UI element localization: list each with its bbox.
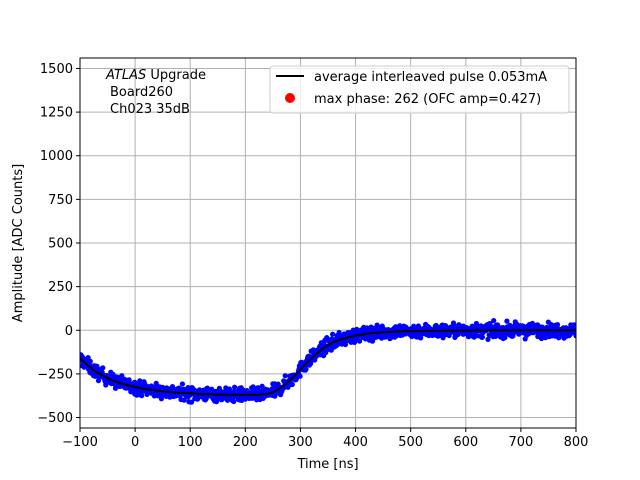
atlas-annotation: ATLAS Upgrade Board260 Ch023 35dB: [105, 68, 206, 117]
sample-point: [126, 377, 132, 383]
sample-point: [303, 366, 309, 372]
annotation-atlas: ATLAS: [105, 68, 146, 83]
sample-point: [357, 338, 363, 344]
sample-point: [504, 318, 510, 324]
sample-point: [188, 399, 195, 405]
sample-point: [282, 373, 288, 379]
sample-point: [479, 334, 485, 340]
x-tick-label: 500: [398, 435, 423, 450]
x-tick-label: −100: [62, 435, 98, 450]
sample-point: [232, 384, 238, 390]
y-axis: −500 −250 0 250 500 750 1000 1250 1500: [37, 62, 80, 426]
legend-marker-swatch: [285, 93, 295, 103]
x-tick-label: 800: [564, 435, 589, 450]
sample-point: [418, 335, 424, 341]
x-tick-label: 700: [508, 435, 533, 450]
y-tick-label: −250: [37, 367, 73, 382]
annotation-upgrade: Upgrade: [146, 68, 206, 83]
sample-point: [573, 333, 576, 339]
legend: average interleaved pulse 0.053mA max ph…: [269, 65, 570, 114]
x-axis-label: Time [ns]: [296, 457, 358, 472]
x-axis: −100 0 100 200 300 400 500 600 700 800: [62, 428, 588, 450]
svg-text:ATLAS Upgrade: ATLAS Upgrade: [105, 68, 206, 83]
y-tick-label: 1250: [40, 106, 73, 121]
y-tick-label: 0: [65, 324, 73, 339]
sample-point: [336, 329, 342, 336]
x-tick-label: 200: [233, 435, 258, 450]
annotation-board: Board260: [110, 85, 173, 100]
y-axis-label: Amplitude [ADC Counts]: [11, 164, 26, 322]
sample-point: [85, 355, 91, 361]
sample-point: [87, 358, 93, 364]
sample-point: [485, 336, 491, 342]
sample-point: [297, 373, 303, 379]
y-tick-label: 1000: [40, 149, 73, 164]
average-pulse-line: [80, 329, 576, 396]
sample-point: [415, 323, 421, 329]
y-tick-label: 250: [48, 280, 73, 295]
sample-point: [554, 322, 561, 328]
sample-point: [572, 324, 576, 330]
x-tick-label: 100: [178, 435, 203, 450]
y-tick-label: 500: [48, 237, 73, 252]
sample-point: [289, 381, 295, 388]
legend-item-average: average interleaved pulse 0.053mA: [314, 70, 547, 85]
average-pulse-series: [80, 329, 576, 396]
legend-box: [269, 65, 570, 114]
sample-point: [409, 333, 415, 340]
sample-point: [137, 378, 143, 384]
legend-item-max-phase: max phase: 262 (OFC amp=0.427): [314, 92, 541, 107]
x-tick-label: 300: [288, 435, 313, 450]
x-tick-label: 0: [131, 435, 139, 450]
sample-point: [112, 385, 119, 391]
sample-point: [342, 341, 349, 348]
sample-point: [491, 318, 497, 324]
y-tick-label: 750: [48, 193, 73, 208]
y-tick-label: −500: [37, 411, 73, 426]
sample-point: [100, 365, 106, 371]
sample-point: [231, 398, 237, 405]
x-tick-label: 600: [453, 435, 478, 450]
annotation-channel: Ch023 35dB: [110, 102, 190, 117]
sample-point: [179, 381, 185, 387]
x-tick-label: 400: [343, 435, 368, 450]
sample-point: [330, 331, 336, 337]
sample-point: [139, 393, 145, 399]
y-tick-label: 1500: [40, 62, 73, 77]
sample-point: [181, 397, 187, 403]
